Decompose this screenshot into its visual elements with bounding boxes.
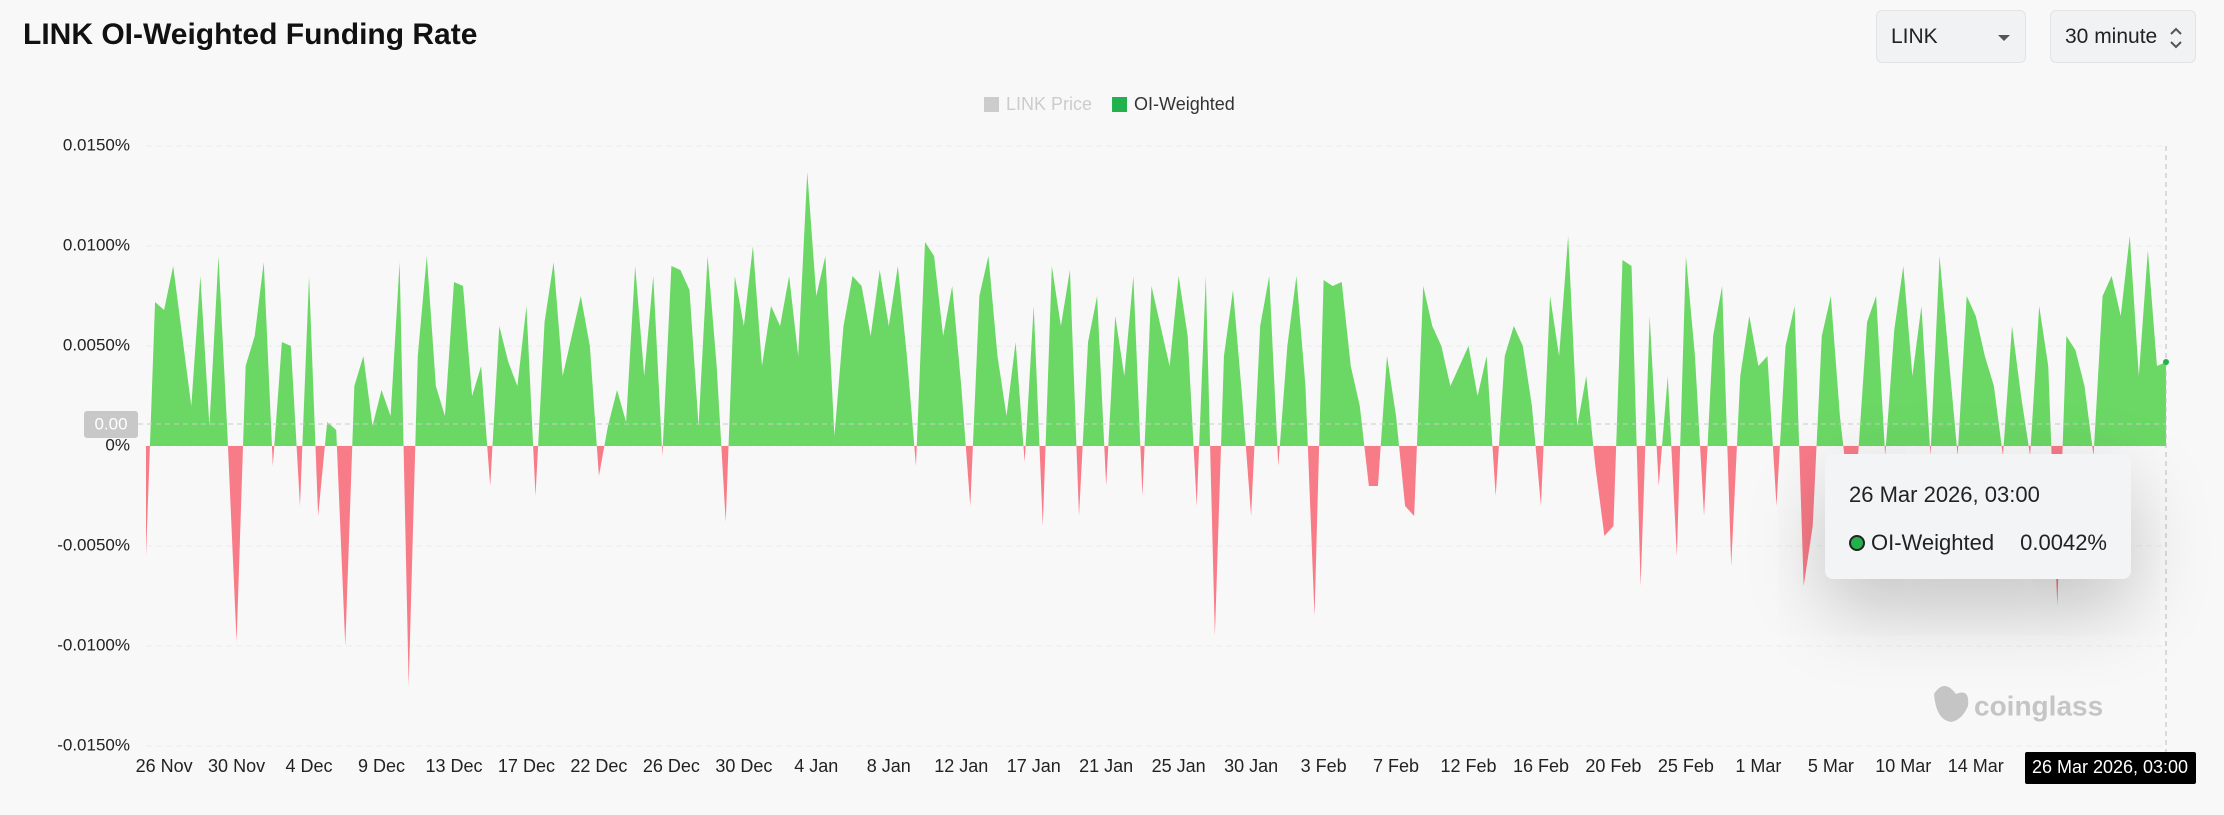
y-tick-label: -0.0100% — [57, 635, 130, 654]
tooltip: 26 Mar 2026, 03:00 OI-Weighted 0.0042% — [1825, 454, 2131, 579]
x-tick-label: 1 Mar — [1735, 756, 1781, 776]
caret-icon — [1998, 35, 2010, 41]
x-tick-label: 13 Dec — [425, 756, 482, 776]
x-tick-label: 4 Jan — [794, 756, 838, 776]
watermark-text: coinglass — [1974, 690, 2103, 721]
x-tick-label: 26 Nov — [136, 756, 193, 776]
x-tick-label: 30 Dec — [715, 756, 772, 776]
x-tick-label: 8 Jan — [867, 756, 911, 776]
symbol-select[interactable]: LINK — [1876, 10, 2026, 63]
y-tick-label: 0.0050% — [63, 335, 130, 354]
x-tick-label: 7 Feb — [1373, 756, 1419, 776]
funding-area — [146, 172, 2166, 686]
tooltip-series: OI-Weighted — [1871, 530, 1995, 555]
legend-swatch — [1112, 97, 1128, 112]
crosshair-x-box — [2025, 752, 2196, 784]
x-tick-label: 17 Dec — [498, 756, 555, 776]
watermark: coinglass — [1934, 686, 2103, 722]
x-tick-label: 12 Feb — [1440, 756, 1496, 776]
x-tick-label: 22 Dec — [570, 756, 627, 776]
x-tick-label: 30 Jan — [1224, 756, 1278, 776]
symbol-select-text: LINK — [1891, 24, 1938, 48]
x-tick-label: 12 Jan — [934, 756, 988, 776]
x-tick-label: 9 Dec — [358, 756, 405, 776]
y-tick-label: 0.0100% — [63, 235, 130, 254]
x-tick-label: 25 Feb — [1658, 756, 1714, 776]
interval-select-text: 30 minute — [2065, 24, 2158, 48]
legend-label: OI-Weighted — [1134, 94, 1235, 114]
crosshair-y-box — [84, 411, 138, 438]
x-tick-label: 26 Dec — [643, 756, 700, 776]
x-tick-label: 20 Feb — [1585, 756, 1641, 776]
x-tick-label: 4 Dec — [286, 756, 333, 776]
y-tick-label: -0.0150% — [57, 735, 130, 754]
x-tick-label: 16 Feb — [1513, 756, 1569, 776]
x-tick-label: 21 Jan — [1079, 756, 1133, 776]
legend-swatch — [984, 97, 999, 112]
y-tick-label: -0.0050% — [57, 535, 130, 554]
crosshair-x-label: 26 Mar 2026, 03:00 — [2032, 757, 2188, 777]
x-tick-label: 30 Nov — [208, 756, 265, 776]
crosshair-point — [2163, 359, 2169, 365]
tooltip-row: OI-Weighted 0.0042% — [1849, 530, 2107, 556]
x-tick-label: 5 Mar — [1808, 756, 1854, 776]
tooltip-title: 26 Mar 2026, 03:00 — [1849, 482, 2040, 507]
x-tick-label: 14 Mar — [1948, 756, 2004, 776]
legend-label: LINK Price — [1006, 94, 1092, 114]
y-tick-label: 0.0150% — [63, 135, 130, 154]
tooltip-value: 0.0042% — [2020, 530, 2107, 555]
interval-select[interactable]: 30 minute — [2050, 10, 2196, 63]
x-tick-label: 3 Feb — [1301, 756, 1347, 776]
legend-item[interactable]: LINK Price — [984, 94, 1092, 114]
page-title: LINK OI-Weighted Funding Rate — [23, 18, 478, 51]
crosshair-y-label: 0.00 — [94, 414, 127, 433]
x-tick-label: 17 Jan — [1007, 756, 1061, 776]
updown-icon — [2170, 27, 2182, 49]
legend-item[interactable]: OI-Weighted — [1112, 94, 1235, 114]
x-tick-label: 10 Mar — [1875, 756, 1931, 776]
x-tick-label: 25 Jan — [1152, 756, 1206, 776]
y-tick-label: 0% — [105, 435, 130, 454]
tooltip-dot — [1849, 535, 1865, 551]
